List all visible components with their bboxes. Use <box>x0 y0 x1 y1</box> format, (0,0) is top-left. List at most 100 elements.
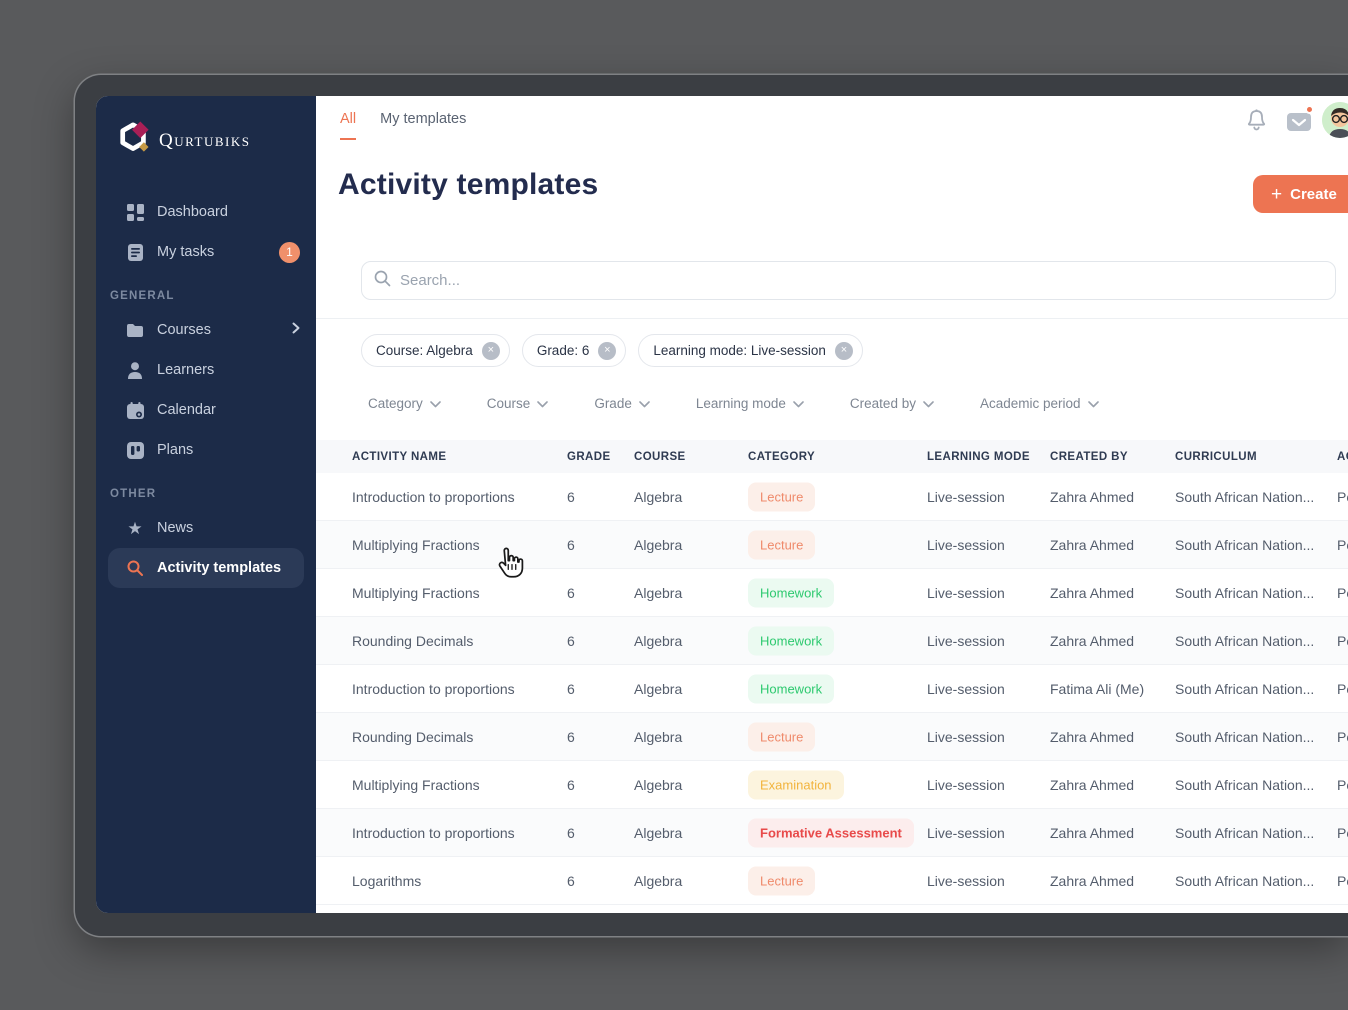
cell-grade: 6 <box>567 584 575 601</box>
tab-all[interactable]: All <box>340 111 357 140</box>
tasks-icon <box>126 243 144 261</box>
sidebar-section-general: GENERAL <box>110 290 175 302</box>
sidebar-item-my-tasks[interactable]: My tasks 1 <box>96 232 316 272</box>
table-row[interactable]: Introduction to proportions 6 Algebra Fo… <box>316 809 1348 857</box>
cell-curriculum: South African Nation... <box>1175 776 1315 793</box>
bell-icon[interactable] <box>1246 109 1267 137</box>
cell-curriculum: South African Nation... <box>1175 632 1315 649</box>
cell-academic: Pe... <box>1337 680 1348 697</box>
main-content: All My templates Activity templates + Cr… <box>316 96 1348 913</box>
cell-activity-name: Rounding Decimals <box>352 632 474 649</box>
filter-dropdown[interactable]: Academic period <box>980 396 1099 411</box>
sidebar-item-activity-templates[interactable]: Activity templates <box>108 548 304 588</box>
sidebar-item-plans[interactable]: Plans <box>96 430 316 470</box>
cell-activity-name: Introduction to proportions <box>352 680 515 697</box>
star-icon: ★ <box>127 518 143 538</box>
search-icon <box>374 270 391 292</box>
sidebar-item-label: Dashboard <box>157 204 228 220</box>
cell-created-by: Zahra Ahmed <box>1050 536 1135 553</box>
cell-created-by: Zahra Ahmed <box>1050 824 1135 841</box>
chevron-right-icon <box>292 322 300 338</box>
cell-learning-mode: Live-session <box>927 728 1005 745</box>
avatar[interactable] <box>1322 102 1348 138</box>
filter-chip: Grade: 6 × <box>521 334 627 367</box>
filter-dropdown[interactable]: Created by <box>850 396 934 411</box>
mail-icon[interactable] <box>1287 113 1311 136</box>
column-header-academic: AC <box>1337 450 1348 463</box>
filter-dropdown[interactable]: Learning mode <box>696 396 804 411</box>
filter-chip: Course: Algebra × <box>361 334 510 367</box>
create-button[interactable]: + Create <box>1253 175 1348 213</box>
sidebar-item-label: Courses <box>157 322 211 338</box>
chevron-down-icon <box>1087 396 1099 411</box>
brand-name: Qurtubiks <box>159 129 251 151</box>
table-row[interactable]: Rounding Decimals 6 Algebra Lecture Live… <box>316 713 1348 761</box>
cell-activity-name: Multiplying Fractions <box>352 776 480 793</box>
category-badge: Examination <box>748 770 844 799</box>
cell-category: Lecture <box>748 482 923 511</box>
category-badge: Lecture <box>748 482 816 511</box>
person-icon <box>126 361 144 379</box>
template-tabs: All My templates <box>340 111 466 140</box>
column-header-category: CATEGORY <box>748 450 816 463</box>
table-row[interactable]: Logarithms 6 Algebra Lecture Live-sessio… <box>316 857 1348 905</box>
cell-activity-name: Introduction to proportions <box>352 824 515 841</box>
table-row[interactable]: Introduction to proportions 6 Algebra Ho… <box>316 665 1348 713</box>
chip-close-icon[interactable]: × <box>834 341 853 360</box>
table-row[interactable]: Introduction to proportions 6 Algebra Le… <box>316 473 1348 521</box>
cell-grade: 6 <box>567 536 575 553</box>
cell-activity-name: Multiplying Fractions <box>352 536 480 553</box>
cell-category: Formative Assessment <box>748 818 923 847</box>
cell-academic: Pe... <box>1337 488 1348 505</box>
category-badge: Homework <box>748 578 835 607</box>
filter-dropdown[interactable]: Category <box>368 396 441 411</box>
cell-course: Algebra <box>634 824 683 841</box>
cell-academic: Pe... <box>1337 584 1348 601</box>
table-body: Introduction to proportions 6 Algebra Le… <box>316 473 1348 905</box>
filter-dropdown[interactable]: Course <box>487 396 549 411</box>
column-header-activity-name: ACTIVITY NAME <box>352 450 447 463</box>
table-row[interactable]: Rounding Decimals 6 Algebra Homework Liv… <box>316 617 1348 665</box>
cell-course: Algebra <box>634 536 683 553</box>
cell-academic: Pe... <box>1337 776 1348 793</box>
cell-category: Homework <box>748 578 923 607</box>
cell-grade: 6 <box>567 824 575 841</box>
app-window: Qurtubiks Dashboard My tasks 1 GENERAL <box>75 75 1348 936</box>
cell-activity-name: Introduction to proportions <box>352 488 515 505</box>
cell-curriculum: South African Nation... <box>1175 536 1315 553</box>
chevron-down-icon <box>639 396 650 411</box>
filter-dropdown[interactable]: Grade <box>594 396 650 411</box>
sidebar-item-dashboard[interactable]: Dashboard <box>96 192 316 232</box>
sidebar: Qurtubiks Dashboard My tasks 1 GENERAL <box>96 96 316 913</box>
sidebar-item-calendar[interactable]: Calendar <box>96 390 316 430</box>
cell-activity-name: Rounding Decimals <box>352 728 474 745</box>
cell-learning-mode: Live-session <box>927 488 1005 505</box>
cell-course: Algebra <box>634 872 683 889</box>
sidebar-item-learners[interactable]: Learners <box>96 350 316 390</box>
search-input[interactable] <box>400 272 1323 289</box>
cell-curriculum: South African Nation... <box>1175 584 1315 601</box>
sidebar-item-label: My tasks <box>157 244 215 260</box>
tab-my-templates[interactable]: My templates <box>380 111 467 127</box>
chip-close-icon[interactable]: × <box>598 341 617 360</box>
cell-created-by: Zahra Ahmed <box>1050 584 1135 601</box>
table-row[interactable]: Multiplying Fractions 6 Algebra Homework… <box>316 569 1348 617</box>
chip-close-icon[interactable]: × <box>481 341 500 360</box>
chevron-down-icon <box>923 396 934 411</box>
cell-academic: Pe... <box>1337 728 1348 745</box>
table-row[interactable]: Multiplying Fractions 6 Algebra Lecture … <box>316 521 1348 569</box>
sidebar-item-courses[interactable]: Courses <box>96 310 316 350</box>
cell-learning-mode: Live-session <box>927 872 1005 889</box>
brand-logo-icon <box>118 120 150 161</box>
sidebar-item-news[interactable]: ★ News <box>96 508 316 548</box>
category-badge: Formative Assessment <box>748 818 914 847</box>
cell-grade: 6 <box>567 632 575 649</box>
dashboard-grid-icon <box>126 203 144 221</box>
table-row[interactable]: Multiplying Fractions 6 Algebra Examinat… <box>316 761 1348 809</box>
cell-created-by: Zahra Ahmed <box>1050 776 1135 793</box>
cell-course: Algebra <box>634 680 683 697</box>
cell-grade: 6 <box>567 776 575 793</box>
table-header: ACTIVITY NAME GRADE COURSE CATEGORY LEAR… <box>316 440 1348 473</box>
cell-curriculum: South African Nation... <box>1175 824 1315 841</box>
cell-course: Algebra <box>634 728 683 745</box>
